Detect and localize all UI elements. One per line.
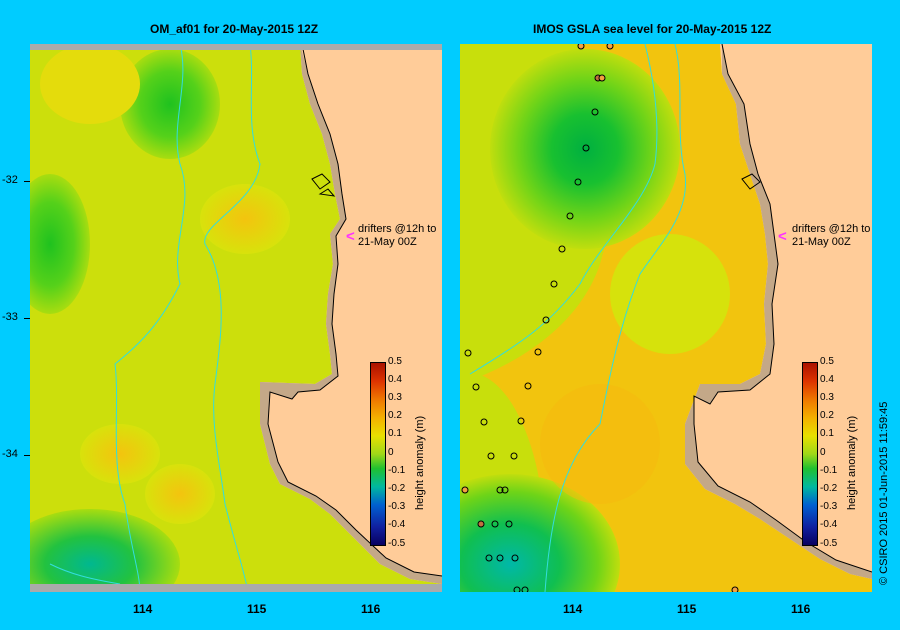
colorbar-tick: 0.3	[388, 392, 402, 403]
x-tick-label: 115	[677, 602, 697, 616]
colorbar-tick: -0.1	[820, 465, 838, 476]
colorbar-tick: 0.2	[820, 410, 834, 421]
colorbar-tick: -0.5	[820, 538, 838, 549]
colorbar	[802, 362, 818, 546]
colorbar-tick: 0.3	[820, 392, 834, 403]
right-panel-title: IMOS GSLA sea level for 20-May-2015 12Z	[533, 22, 772, 36]
colorbar-tick: -0.1	[388, 465, 406, 476]
y-tick-label: -32	[2, 174, 18, 186]
colorbar-tick: 0.1	[388, 428, 402, 439]
colorbar-tick: 0	[388, 447, 394, 458]
colorbar-tick: -0.2	[820, 483, 838, 494]
colorbar-tick: 0.4	[820, 374, 834, 385]
left-map-panel	[30, 44, 442, 592]
colorbar-tick: 0	[820, 447, 826, 458]
x-tick-label: 115	[247, 602, 267, 616]
x-tick-label: 114	[563, 602, 583, 616]
credit-text: © CSIRO 2015 01-Jun-2015 11:59:45	[878, 401, 890, 585]
y-tick-label: -34	[2, 448, 18, 460]
drifter-label-line1: drifters @12h to	[358, 223, 437, 235]
drifter-arrow-icon: <	[778, 228, 787, 245]
drifter-label-line2: 21-May 00Z	[792, 236, 851, 248]
colorbar	[370, 362, 386, 546]
drifter-label: drifters @12h to 21-May 00Z	[358, 223, 436, 249]
drifter-label: drifters @12h to 21-May 00Z	[792, 223, 870, 249]
colorbar-tick: -0.3	[820, 501, 838, 512]
y-tick-label: -33	[2, 311, 18, 323]
colorbar-tick: -0.4	[820, 519, 838, 530]
drifter-label-line1: drifters @12h to	[792, 223, 871, 235]
colorbar-tick: 0.5	[388, 356, 402, 367]
colorbar-tick: -0.2	[388, 483, 406, 494]
colorbar-tick: 0.2	[388, 410, 402, 421]
colorbar-title: height anomaly (m)	[414, 415, 426, 510]
colorbar-tick: 0.1	[820, 428, 834, 439]
colorbar-title: height anomaly (m)	[846, 415, 858, 510]
y-tick-mark	[24, 318, 30, 319]
drifter-arrow-icon: <	[346, 228, 355, 245]
left-panel-title: OM_af01 for 20-May-2015 12Z	[150, 22, 319, 36]
x-tick-label: 116	[791, 602, 811, 616]
y-tick-mark	[24, 181, 30, 182]
colorbar-tick: -0.3	[388, 501, 406, 512]
colorbar-tick: -0.4	[388, 519, 406, 530]
x-tick-label: 114	[133, 602, 153, 616]
x-tick-label: 116	[361, 602, 381, 616]
colorbar-tick: 0.5	[820, 356, 834, 367]
drifter-label-line2: 21-May 00Z	[358, 236, 417, 248]
y-tick-mark	[24, 455, 30, 456]
colorbar-tick: -0.5	[388, 538, 406, 549]
colorbar-tick: 0.4	[388, 374, 402, 385]
